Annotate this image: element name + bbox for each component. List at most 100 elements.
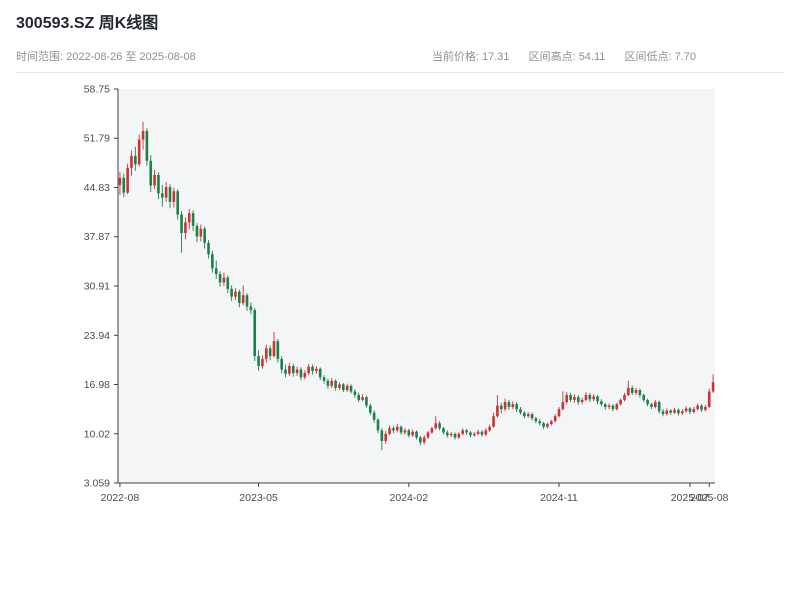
y-tick-label: 30.91 — [84, 280, 110, 292]
y-tick-label: 51.79 — [84, 133, 110, 145]
y-tick-label: 16.98 — [84, 379, 110, 391]
candle-body — [580, 399, 584, 403]
candle-body — [696, 405, 699, 410]
candle-body — [434, 423, 438, 429]
candle-body — [596, 396, 599, 402]
candle-body — [291, 365, 295, 374]
candle-body — [407, 430, 411, 436]
candle-body — [326, 380, 330, 386]
candle-body — [480, 431, 484, 435]
candle-body — [650, 404, 653, 408]
candle-body — [507, 402, 511, 408]
candle-body — [399, 426, 403, 433]
candle-body — [330, 380, 334, 386]
candle-body — [557, 409, 561, 417]
candle-body — [342, 384, 345, 391]
candle-body — [642, 394, 646, 400]
candle-body — [349, 385, 353, 392]
candle-body — [542, 423, 545, 427]
candle-body — [569, 394, 572, 400]
x-tick-label: 2025-08 — [690, 492, 729, 504]
candle-body — [245, 295, 249, 307]
candle-body — [160, 193, 164, 198]
candle-body — [638, 390, 642, 395]
candle-body — [222, 277, 226, 283]
subtitle-row: 时间范围: 2022-08-26 至 2025-08-08 当前价格: 17.3… — [16, 48, 784, 73]
candle-body — [669, 410, 673, 413]
candle-body — [692, 409, 696, 412]
candle-body — [141, 131, 145, 140]
candle-body — [164, 186, 168, 198]
candle-body — [130, 155, 133, 168]
candle-body — [588, 394, 592, 400]
candle-body — [272, 341, 276, 357]
range-low-label: 区间低点: 7.70 — [624, 51, 696, 63]
candle-body — [619, 399, 622, 405]
candle-body — [615, 404, 619, 410]
candle-body — [700, 405, 703, 410]
candle-body — [207, 242, 210, 255]
candle-body — [284, 369, 287, 374]
candle-body — [657, 402, 661, 412]
kline-chart: 58.75 51.79 44.83 37.87 30.91 23.94 16.98 10.02… — [84, 84, 729, 505]
candle-body — [276, 341, 280, 359]
candle-body — [137, 139, 141, 165]
candle-body — [646, 399, 649, 405]
page-title: 300593.SZ 周K线图 — [16, 15, 159, 32]
candle-body — [368, 405, 372, 413]
candle-body — [288, 365, 291, 374]
candle-body — [688, 408, 692, 412]
candle-body — [203, 228, 206, 243]
candle-body — [592, 396, 595, 400]
candle-body — [546, 423, 549, 427]
candle-body — [403, 430, 407, 433]
candle-body — [218, 274, 222, 283]
candle-body — [126, 167, 129, 193]
candle-body — [122, 177, 126, 193]
y-tick-label: 10.02 — [84, 428, 110, 440]
y-tick-label: 58.75 — [84, 84, 110, 96]
candle-body — [511, 404, 515, 408]
candle-body — [372, 412, 376, 420]
candle-body — [253, 310, 257, 357]
candle-body — [149, 160, 153, 186]
candle-body — [704, 407, 707, 410]
candle-body — [492, 416, 495, 427]
candle-body — [611, 405, 615, 410]
candle-body — [446, 432, 449, 436]
candle-body — [365, 397, 368, 406]
candle-body — [438, 423, 441, 429]
candle-body — [550, 421, 553, 424]
x-tick-label: 2022-08 — [101, 492, 140, 504]
candle-body — [214, 268, 218, 275]
candle-body — [280, 358, 283, 370]
candle-body — [711, 382, 715, 392]
y-tick-label: 37.87 — [84, 231, 110, 243]
candle-body — [627, 387, 630, 395]
candle-body — [234, 291, 237, 297]
candle-body — [534, 418, 538, 422]
candle-body — [499, 405, 503, 410]
candle-body — [426, 432, 430, 438]
candle-body — [180, 214, 183, 233]
candle-body — [442, 428, 445, 433]
candle-body — [388, 428, 391, 434]
candle-body — [307, 366, 310, 374]
candle-body — [523, 412, 526, 417]
candle-body — [211, 254, 214, 269]
candle-body — [145, 131, 149, 161]
candle-body — [392, 428, 395, 431]
candle-body — [630, 387, 634, 393]
candle-body — [430, 428, 434, 433]
candle-body — [573, 397, 576, 400]
y-tick-label: 44.83 — [84, 182, 110, 194]
candle-body — [411, 431, 414, 436]
candle-body — [299, 369, 303, 378]
kline-chart-container: 58.75 51.79 44.83 37.87 30.91 23.94 16.98 10.02… — [0, 73, 800, 533]
candle-body — [172, 191, 176, 202]
candle-body — [195, 225, 199, 237]
candle-body — [353, 391, 357, 395]
candle-body — [176, 191, 179, 215]
candle-body — [561, 402, 565, 410]
candle-body — [488, 426, 491, 431]
